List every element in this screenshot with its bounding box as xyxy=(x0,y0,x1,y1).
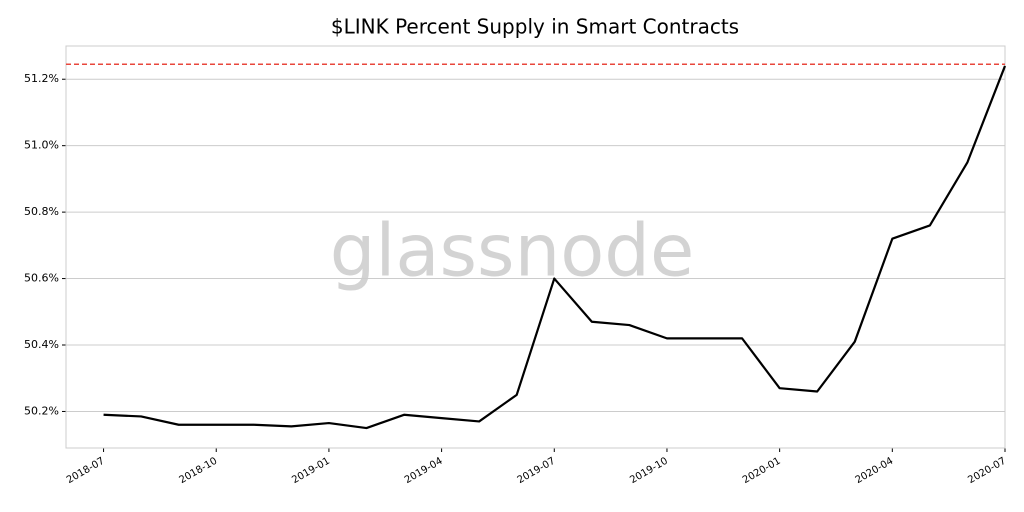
watermark: glassnode xyxy=(330,209,695,293)
y-tick-label: 50.8% xyxy=(24,205,59,218)
plot-frame xyxy=(65,45,1006,449)
y-tick-label: 51.2% xyxy=(24,72,59,85)
x-tick-label: 2018-10 xyxy=(178,456,220,486)
x-tick-label: 2018-07 xyxy=(65,456,107,486)
chart-title: $LINK Percent Supply in Smart Contracts xyxy=(331,15,739,39)
line xyxy=(103,65,1007,430)
x-tick-label: 2019-01 xyxy=(290,456,332,486)
y-tick-label: 51.0% xyxy=(24,139,59,152)
y-tick-label: 50.2% xyxy=(24,404,59,417)
x-tick-label: 2020-04 xyxy=(854,456,896,486)
y-tick-label: 50.4% xyxy=(24,338,59,351)
x-tick-label: 2019-10 xyxy=(628,456,670,486)
x-tick-label: 2020-07 xyxy=(966,456,1008,486)
y-tick-label: 50.6% xyxy=(24,272,59,285)
x-tick-label: 2019-04 xyxy=(403,456,445,486)
x-tick-label: 2019-07 xyxy=(516,456,558,486)
x-tick-label: 2020-01 xyxy=(741,456,783,486)
